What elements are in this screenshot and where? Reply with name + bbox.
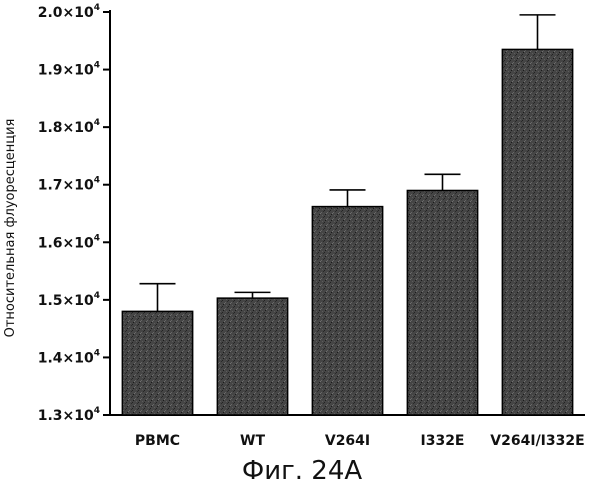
- bar-v264i: [312, 207, 382, 415]
- category-label: V264I/I332E: [490, 433, 584, 449]
- bar-i332e: [407, 190, 477, 415]
- y-tick-label: 1.6×104: [38, 233, 100, 251]
- y-tick-label: 2.0×104: [38, 3, 100, 21]
- bar-chart: 1.3×104 1.4×104 1.5×104 1.6×104 1.7×104 1.8×1…: [0, 0, 604, 500]
- figure-caption: Фиг. 24А: [0, 456, 604, 486]
- y-tick-label: 1.9×104: [38, 61, 100, 79]
- bars: [122, 15, 572, 415]
- bar-v264i-i332e: [502, 49, 572, 415]
- y-axis-label: Относительная флуоресценция: [3, 119, 18, 338]
- y-tick-label: 1.5×104: [38, 291, 100, 309]
- category-label: PBMC: [135, 433, 180, 449]
- category-label: I332E: [421, 433, 465, 449]
- bar-pbmc: [122, 311, 192, 415]
- category-label: WT: [240, 433, 265, 449]
- y-tick-label: 1.8×104: [38, 118, 100, 136]
- y-ticks: 1.3×104 1.4×104 1.5×104 1.6×104 1.7×104 1.8×1…: [38, 3, 110, 424]
- category-label: V264I: [325, 433, 370, 449]
- bar-wt: [217, 298, 287, 415]
- y-tick-label: 1.3×104: [38, 406, 100, 424]
- y-tick-label: 1.7×104: [38, 176, 100, 194]
- y-tick-label: 1.4×104: [38, 348, 100, 366]
- x-categories: PBMC WT V264I I332E V264I/I332E: [135, 433, 585, 449]
